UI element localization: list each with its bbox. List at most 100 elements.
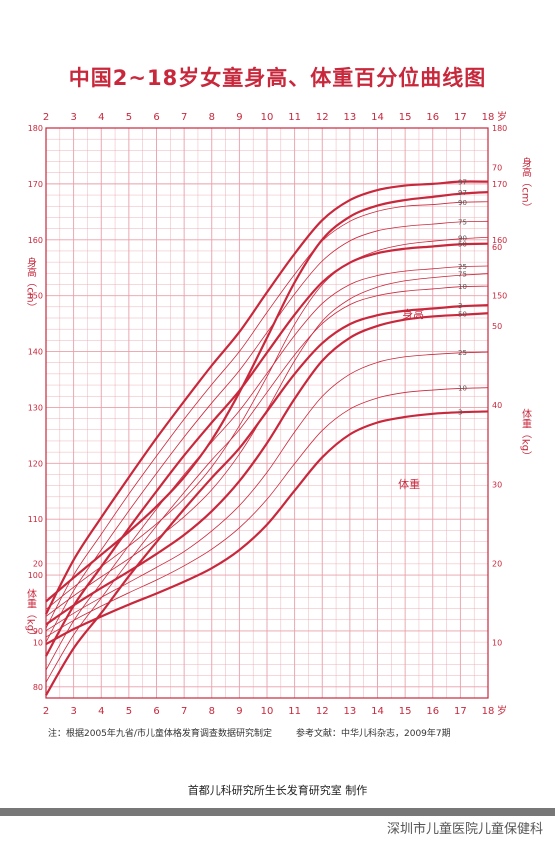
- height-curve-p10: [45, 285, 489, 683]
- weight-tick-right: 30: [492, 480, 502, 489]
- weight-percentile-label-p10: 10: [458, 385, 467, 393]
- height-curve-p97: [45, 180, 489, 615]
- weight-tick-right: 70: [492, 164, 502, 173]
- height-tick-right: 180: [492, 124, 507, 133]
- weight-tick-left: 20: [33, 559, 43, 568]
- x-tick-label-top: 10: [261, 112, 274, 123]
- weight-percentile-label-p50: 50: [458, 310, 467, 318]
- weight-curve-p10: [45, 387, 489, 638]
- x-tick-label-top: 17: [454, 112, 467, 123]
- x-tick-label-bottom: 13: [344, 706, 357, 717]
- weight-curve-p50: [45, 312, 489, 626]
- x-tick-label-top: 9: [236, 112, 242, 123]
- weight-tick-right: 60: [492, 243, 502, 252]
- x-tick-label-bottom: 17: [454, 706, 467, 717]
- weight-tick-right: 40: [492, 401, 502, 410]
- height-percentile-label-p75: 75: [458, 218, 467, 226]
- weight-curve-p3: [45, 410, 489, 646]
- weight-axis-label-right: 体重（kg）: [520, 409, 532, 461]
- weight-percentile-label-p97: 97: [458, 189, 467, 197]
- footer-credit: 首都儿科研究所生长发育研究室 制作: [187, 784, 368, 797]
- x-unit-top: 岁: [497, 110, 507, 123]
- x-tick-label-top: 7: [181, 112, 187, 123]
- x-tick-label-bottom: 18: [482, 706, 495, 717]
- height-curve-p75: [45, 220, 489, 643]
- height-percentile-label-p90: 90: [458, 199, 467, 207]
- weight-percentile-label-p25: 25: [458, 349, 467, 357]
- x-tick-label-bottom: 4: [98, 706, 104, 717]
- x-tick-label-top: 13: [344, 112, 357, 123]
- x-tick-label-bottom: 11: [288, 706, 301, 717]
- x-tick-label-top: 15: [399, 112, 412, 123]
- watermark: 深圳市儿童医院儿童保健科: [386, 822, 543, 837]
- height-tick-left: 140: [28, 348, 43, 357]
- weight-percentile-label-p90: 90: [458, 234, 467, 242]
- x-tick-label-bottom: 2: [43, 706, 49, 717]
- height-tick-left: 110: [28, 515, 43, 524]
- x-tick-label-top: 8: [209, 112, 215, 123]
- height-tick-left: 120: [28, 459, 43, 468]
- x-tick-label-top: 18: [482, 112, 495, 123]
- height-curve-p25: [45, 265, 489, 671]
- x-tick-label-bottom: 10: [261, 706, 274, 717]
- plot-frame: [45, 127, 489, 699]
- weight-percentile-label-p3: 3: [458, 408, 462, 416]
- chart-title: 中国2~18岁女童身高、体重百分位曲线图: [68, 66, 487, 90]
- weight-tick-right: 10: [492, 639, 502, 648]
- height-percentile-label-p3: 3: [458, 302, 462, 310]
- height-tick-left: 100: [28, 571, 43, 580]
- x-tick-label-bottom: 12: [316, 706, 329, 717]
- x-tick-label-bottom: 14: [371, 706, 384, 717]
- height-percentile-label-p97: 97: [458, 179, 467, 187]
- x-tick-label-bottom: 5: [126, 706, 132, 717]
- x-tick-label-top: 6: [153, 112, 159, 123]
- weight-curve-p97: [45, 191, 489, 603]
- x-tick-label-top: 2: [43, 112, 49, 123]
- x-tick-label-bottom: 16: [426, 706, 439, 717]
- weight-curve-p25: [45, 351, 489, 632]
- height-percentile-label-p50: 50: [458, 241, 467, 249]
- x-tick-label-top: 11: [288, 112, 301, 123]
- x-tick-label-bottom: 9: [236, 706, 242, 717]
- x-tick-label-bottom: 7: [181, 706, 187, 717]
- x-tick-label-bottom: 3: [70, 706, 76, 717]
- height-tick-right: 150: [492, 292, 507, 301]
- height-percentile-label-p25: 25: [458, 263, 467, 271]
- bottom-bar: [0, 808, 555, 816]
- weight-tick-right: 50: [492, 322, 502, 331]
- x-tick-label-top: 16: [426, 112, 439, 123]
- x-tick-label-bottom: 15: [399, 706, 412, 717]
- x-unit-bottom: 岁: [497, 704, 507, 717]
- note-source: 注：根据2005年九省/市儿童体格发育调查数据研究制定: [48, 729, 272, 739]
- x-tick-label-top: 12: [316, 112, 329, 123]
- height-tick-left: 180: [28, 124, 43, 133]
- x-tick-label-top: 5: [126, 112, 132, 123]
- weight-tick-left: 10: [33, 639, 43, 648]
- height-tick-left: 90: [33, 627, 43, 636]
- height-tick-left: 170: [28, 180, 43, 189]
- height-axis-label-left: 身高（cm）: [25, 256, 37, 312]
- height-tick-right: 160: [492, 236, 507, 245]
- weight-percentile-label-p75: 75: [458, 271, 467, 279]
- height-tick-left: 80: [33, 683, 43, 692]
- height-tick-left: 130: [28, 403, 43, 412]
- x-tick-label-top: 4: [98, 112, 104, 123]
- weight-curve-p90: [45, 236, 489, 610]
- height-tick-left: 150: [28, 292, 43, 301]
- x-tick-label-bottom: 8: [209, 706, 215, 717]
- x-tick-label-top: 14: [371, 112, 384, 123]
- height-tick-left: 160: [28, 236, 43, 245]
- height-curve-p90: [45, 201, 489, 629]
- height-curve-label: 身高: [402, 307, 424, 321]
- weight-curve-label: 体重: [398, 477, 420, 491]
- height-percentile-label-p10: 10: [458, 283, 467, 291]
- x-tick-label-top: 3: [70, 112, 76, 123]
- weight-curve-p75: [45, 273, 489, 617]
- height-tick-right: 170: [492, 180, 507, 189]
- weight-tick-right: 20: [492, 559, 502, 568]
- height-axis-label-right: 身高（cm）: [520, 156, 532, 212]
- weight-axis-label-left: 体重（kg）: [25, 589, 37, 641]
- x-tick-label-bottom: 6: [153, 706, 159, 717]
- note-reference: 参考文献：中华儿科杂志，2009年7期: [296, 729, 451, 739]
